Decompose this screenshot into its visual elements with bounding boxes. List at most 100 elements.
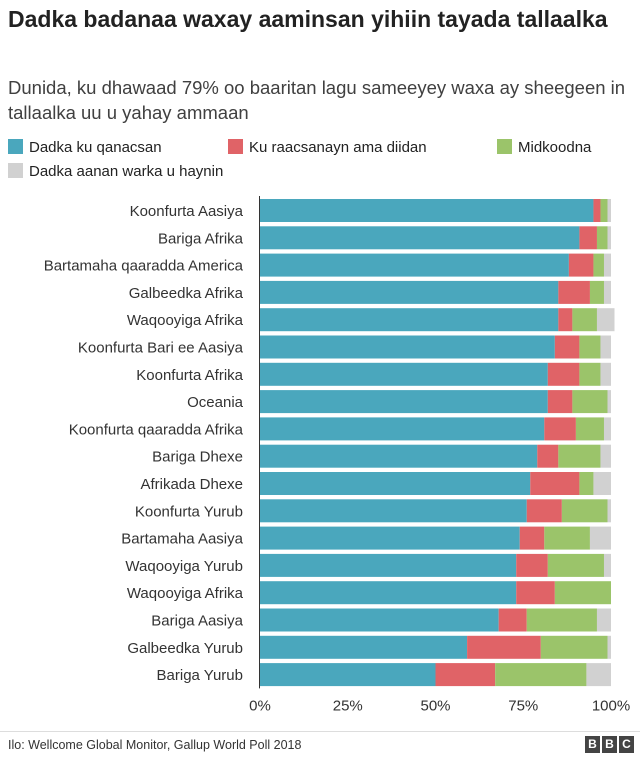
- bar-segment-disagree: [516, 553, 548, 577]
- bar-segment-dont-know: [593, 472, 611, 495]
- bar-segment-neither: [579, 472, 594, 495]
- bar-segment-dont-know: [603, 553, 611, 577]
- bar-segment-satisfied: [260, 553, 517, 577]
- bar-segment-satisfied: [260, 472, 531, 495]
- legend-item-disagree: Ku raacsanayn ama diidan: [228, 138, 427, 158]
- bar-segment-dont-know: [607, 499, 611, 523]
- category-label: Koonfurta qaaradda Afrika: [69, 421, 244, 438]
- bar-segment-disagree: [558, 308, 573, 332]
- category-label: Koonfurta Bari ee Aasiya: [78, 340, 244, 357]
- bar-segment-neither: [572, 390, 608, 414]
- chart-subtitle: Dunida, ku dhawaad 79% oo baaritan lagu …: [8, 77, 626, 123]
- bar-segment-dont-know: [603, 417, 611, 441]
- bar-segment-dont-know: [603, 280, 611, 304]
- legend-item-dont-know: Dadka aanan warka u haynin: [8, 162, 223, 182]
- bar-segment-disagree: [498, 608, 527, 632]
- legend-swatch-satisfied: [8, 139, 23, 154]
- bar-segment-dont-know: [603, 253, 611, 277]
- bar-segment-disagree: [537, 444, 559, 468]
- bar-segment-dont-know: [589, 526, 611, 550]
- bar-segment-disagree: [435, 663, 496, 687]
- category-label: Bartamaha qaaradda America: [44, 258, 244, 275]
- bar-segment-satisfied: [260, 581, 517, 605]
- bar-segment-neither: [558, 444, 601, 468]
- bar-segment-neither: [600, 199, 608, 222]
- category-label: Waqooyiga Yurub: [125, 558, 243, 575]
- category-label: Koonfurta Aasiya: [130, 203, 244, 220]
- bar-segment-satisfied: [260, 417, 545, 441]
- bar-segment-satisfied: [260, 199, 594, 222]
- legend-swatch-dont-know: [8, 163, 23, 178]
- bar-segment-dont-know: [600, 335, 611, 359]
- bar-segment-neither: [579, 335, 601, 359]
- bar-segment-dont-know: [600, 362, 611, 386]
- bar-segment-dont-know: [607, 226, 611, 250]
- category-label: Oceania: [187, 394, 244, 411]
- bar-segment-satisfied: [260, 335, 555, 359]
- bar-segment-disagree: [544, 417, 576, 441]
- x-tick-label: 25%: [333, 697, 363, 714]
- x-tick-label: 75%: [508, 697, 538, 714]
- bar-segment-dont-know: [600, 444, 611, 468]
- bar-segment-satisfied: [260, 635, 468, 659]
- category-label: Bariga Dhexe: [152, 449, 243, 466]
- category-label: Koonfurta Yurub: [135, 503, 243, 520]
- category-label: Waqooyiga Afrika: [127, 312, 244, 329]
- bar-segment-dont-know: [586, 663, 611, 687]
- bar-segment-neither: [547, 553, 604, 577]
- bar-segment-satisfied: [260, 226, 580, 250]
- legend-label-satisfied: Dadka ku qanacsan: [29, 139, 162, 156]
- bbc-logo-letter: B: [602, 736, 617, 753]
- bar-segment-disagree: [516, 581, 555, 605]
- bar-segment-satisfied: [260, 663, 436, 687]
- bar-segment-disagree: [554, 335, 580, 359]
- bar-segment-satisfied: [260, 499, 527, 523]
- bar-segment-satisfied: [260, 444, 538, 468]
- bar-segment-disagree: [519, 526, 545, 550]
- bar-segment-satisfied: [260, 608, 499, 632]
- legend-label-disagree: Ku raacsanayn ama diidan: [249, 139, 427, 156]
- bar-segment-neither: [579, 362, 601, 386]
- legend-label-neither: Midkoodna: [518, 139, 592, 156]
- bar-segment-neither: [593, 253, 604, 277]
- category-label: Bariga Aasiya: [151, 613, 243, 630]
- bar-segment-dont-know: [596, 608, 611, 632]
- category-label: Waqooyiga Afrika: [127, 585, 244, 602]
- bar-segment-dont-know: [607, 390, 611, 414]
- bbc-logo-letter: C: [619, 736, 634, 753]
- category-label: Galbeedka Yurub: [127, 640, 243, 657]
- bar-segment-satisfied: [260, 253, 569, 277]
- bar-segment-dont-know: [596, 308, 615, 332]
- x-tick-label: 50%: [420, 697, 450, 714]
- bar-segment-neither: [572, 308, 597, 332]
- legend-label-dont-know: Dadka aanan warka u haynin: [29, 163, 224, 180]
- footer-divider: [0, 731, 640, 732]
- bar-segment-neither: [554, 581, 611, 605]
- stacked-bar-chart: Koonfurta Aasiya Bariga Afrika Bartamaha q…: [44, 196, 630, 714]
- bar-segment-neither: [575, 417, 604, 441]
- bar-segment-disagree: [526, 499, 562, 523]
- source-note: Ilo: Wellcome Global Monitor, Gallup Wor…: [8, 738, 302, 752]
- bar-segment-disagree: [467, 635, 541, 659]
- category-label: Koonfurta Afrika: [136, 367, 243, 384]
- category-label: Afrikada Dhexe: [140, 476, 243, 493]
- bar-segment-satisfied: [260, 280, 559, 304]
- category-label: Bartamaha Aasiya: [121, 531, 243, 548]
- bar-segment-disagree: [530, 472, 580, 495]
- category-label: Bariga Afrika: [158, 230, 244, 247]
- bar-segment-neither: [561, 499, 608, 523]
- bar-segment-disagree: [579, 226, 597, 250]
- bar-segment-neither: [544, 526, 590, 550]
- bar-segment-neither: [596, 226, 608, 250]
- legend-item-satisfied: Dadka ku qanacsan: [8, 138, 162, 158]
- bar-segment-satisfied: [260, 362, 548, 386]
- x-tick-label: 100%: [592, 697, 630, 714]
- bar-segment-dont-know: [607, 199, 611, 222]
- bar-segment-neither: [495, 663, 587, 687]
- bar-segment-neither: [589, 280, 604, 304]
- bbc-logo: B B C: [585, 736, 634, 753]
- bar-segment-neither: [540, 635, 608, 659]
- bbc-logo-letter: B: [585, 736, 600, 753]
- bar-segment-neither: [526, 608, 597, 632]
- bar-segment-satisfied: [260, 526, 520, 550]
